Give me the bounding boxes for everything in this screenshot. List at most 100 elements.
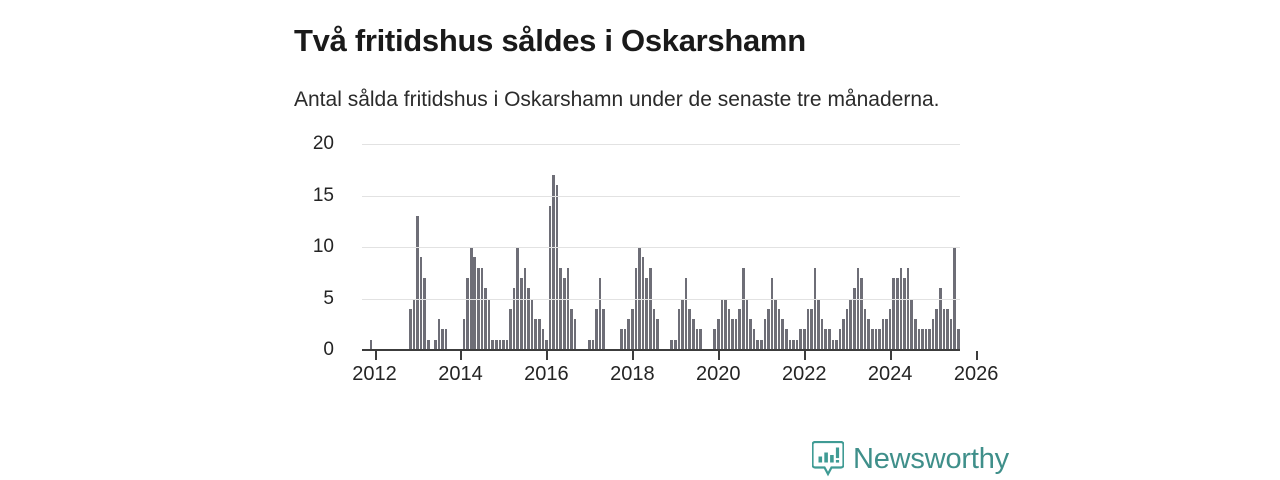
x-axis-tick-label: 2024: [867, 363, 913, 385]
bar: [727, 308, 731, 350]
bar: [595, 308, 598, 350]
bar: [566, 267, 570, 350]
bar: [874, 329, 878, 350]
bar: [896, 277, 899, 350]
bar: [559, 267, 563, 350]
newsworthy-bubble-chart-icon: [811, 440, 845, 477]
bar: [688, 308, 691, 350]
bar: [742, 267, 745, 350]
bar: [774, 298, 777, 350]
bar-chart: 0 5 10 15 20 2012 2014 2016 2018 2020 2022 2024 202…: [300, 132, 999, 392]
bar: [534, 319, 537, 350]
bar: [888, 308, 892, 350]
bar: [820, 319, 824, 350]
bar: [509, 308, 512, 350]
bar: [409, 308, 412, 350]
bar: [502, 339, 505, 350]
bar: [838, 329, 842, 350]
footer-brand: Newsworthy: [811, 440, 1009, 478]
bar: [520, 277, 523, 350]
bar: [817, 298, 820, 350]
page-title: Två fritidshus såldes i Oskarshamn: [294, 22, 806, 58]
bar: [570, 308, 573, 350]
bar: [487, 298, 491, 350]
bar: [752, 329, 756, 350]
gridline: [362, 298, 960, 300]
bar: [602, 308, 605, 350]
bar: [949, 319, 953, 350]
bar: [738, 308, 742, 350]
bar: [806, 308, 810, 350]
brand-wordmark: Newsworthy: [853, 443, 1009, 475]
bar: [523, 267, 527, 350]
bar: [466, 277, 469, 350]
bar: [677, 308, 681, 350]
bar: [416, 216, 419, 350]
x-axis-tick: [890, 351, 893, 360]
bar: [545, 339, 548, 350]
bar: [731, 319, 734, 350]
y-axis-tick-label: 0: [323, 339, 334, 360]
bar: [870, 329, 874, 350]
gridline: [362, 144, 960, 145]
x-axis-tick-label: 2014: [438, 363, 483, 385]
bar: [484, 288, 487, 350]
bar: [802, 329, 806, 350]
x-axis-tick: [804, 351, 807, 360]
bar: [426, 339, 430, 350]
bar: [527, 288, 530, 350]
bar: [906, 267, 910, 350]
bar: [652, 308, 656, 350]
bar: [537, 319, 541, 350]
bar: [648, 267, 652, 350]
bar: [684, 277, 688, 350]
bar: [810, 308, 813, 350]
bar: [620, 329, 623, 350]
x-axis-tick-label: 2022: [781, 363, 827, 385]
gridline: [362, 247, 960, 248]
x-axis-line: [362, 349, 960, 351]
bar: [573, 319, 577, 350]
bar: [842, 319, 845, 350]
x-axis-tick: [460, 351, 463, 360]
bar: [763, 319, 767, 350]
bar: [631, 308, 634, 350]
bar: [942, 308, 946, 350]
y-axis-tick-label: 10: [312, 236, 334, 257]
bar: [623, 329, 627, 350]
bar: [423, 277, 426, 350]
bar: [444, 329, 448, 350]
bar: [716, 319, 720, 350]
bar: [695, 329, 699, 350]
bar: [931, 319, 935, 350]
bar: [956, 329, 960, 350]
bar: [441, 329, 444, 350]
bar: [734, 319, 738, 350]
bar: [910, 298, 913, 350]
bar: [759, 339, 763, 350]
bar: [867, 319, 870, 350]
bar: [827, 329, 831, 350]
bar: [494, 339, 498, 350]
bar: [777, 308, 781, 350]
bar: [473, 257, 477, 350]
bar: [591, 339, 595, 350]
bar: [903, 277, 906, 350]
bar: [691, 319, 695, 350]
bar: [939, 288, 942, 350]
bar: [480, 267, 484, 350]
bar: [756, 339, 759, 350]
bar: [921, 329, 924, 350]
bar: [878, 329, 881, 350]
bar: [713, 329, 716, 350]
bar: [924, 329, 928, 350]
bar: [588, 339, 591, 350]
bar: [788, 339, 792, 350]
bar: [645, 277, 648, 350]
bar: [899, 267, 903, 350]
bar: [505, 339, 509, 350]
bar: [881, 319, 885, 350]
bar: [598, 277, 602, 350]
bar: [835, 339, 838, 350]
